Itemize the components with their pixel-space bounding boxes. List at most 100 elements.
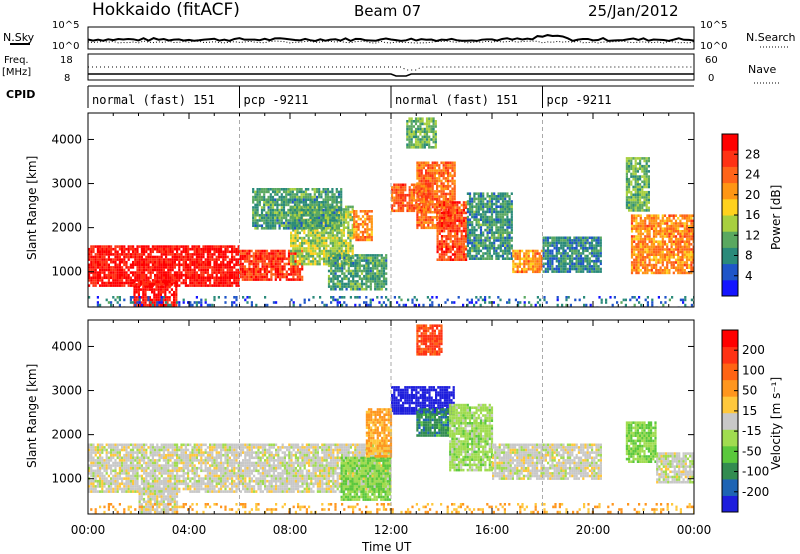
echo-cell (670, 261, 673, 264)
echo-cell (432, 140, 435, 144)
echo-cell (290, 262, 293, 266)
echo-cell (140, 273, 143, 277)
echo-cell (129, 255, 132, 259)
echo-cell (579, 254, 583, 258)
echo-cell (529, 267, 532, 271)
echo-cell (562, 267, 565, 271)
echo-cell (142, 288, 145, 291)
echo-cell (637, 245, 640, 249)
echo-cell (690, 269, 693, 272)
echo-cell (138, 258, 141, 261)
echo-cell (352, 285, 355, 288)
echo-cell (482, 223, 485, 227)
echo-cell (427, 171, 430, 175)
echo-cell (220, 253, 223, 256)
echo-cell (486, 215, 489, 219)
echo-cell (575, 252, 578, 255)
echo-cell (156, 271, 159, 274)
echo-cell (241, 262, 244, 266)
echo-cell (369, 280, 372, 283)
echo-cell (151, 281, 154, 285)
echo-cell (217, 250, 220, 254)
echo-cell (114, 263, 117, 267)
echo-cell (588, 257, 591, 260)
echo-cell (632, 209, 635, 212)
echo-cell (364, 238, 367, 242)
echo-cell (438, 169, 441, 172)
echo-cell (353, 215, 356, 218)
echo-cell (429, 187, 432, 191)
echo-cell (292, 273, 295, 276)
echo-cell (471, 208, 474, 211)
echo-cell (501, 228, 505, 232)
echo-cell (420, 205, 423, 209)
echo-cell (153, 301, 156, 304)
echo-cell (460, 229, 463, 233)
echo-cell (363, 269, 366, 273)
echo-cell (246, 273, 249, 276)
echo-cell (209, 245, 212, 248)
echo-cell (479, 249, 483, 253)
echo-cell (425, 192, 428, 196)
echo-cell (110, 266, 113, 269)
echo-cell (460, 214, 463, 217)
echo-cell (173, 298, 176, 302)
echo-cell (425, 208, 428, 211)
echo-cell (406, 130, 409, 133)
echo-cell (659, 219, 662, 223)
echo-cell (276, 260, 280, 263)
echo-cell (259, 260, 262, 263)
echo-cell (497, 252, 500, 255)
echo-cell (553, 236, 556, 240)
echo-cell (336, 274, 339, 278)
echo-cell (343, 282, 346, 286)
echo-cell (577, 262, 580, 266)
echo-cell (597, 244, 600, 247)
echo-cell (145, 276, 148, 280)
echo-cell (323, 260, 326, 263)
echo-cell (421, 140, 424, 144)
echo-cell (425, 213, 428, 217)
echo-cell (544, 244, 547, 247)
echo-cell (228, 266, 231, 269)
echo-cell (211, 255, 214, 259)
echo-cell (510, 226, 513, 229)
echo-cell (657, 224, 660, 228)
echo-cell (193, 276, 196, 280)
echo-cell (243, 252, 247, 255)
echo-cell (138, 271, 141, 274)
echo-cell (169, 271, 172, 274)
echo-cell (167, 263, 170, 267)
echo-cell (564, 267, 567, 271)
echo-cell (443, 224, 446, 228)
echo-cell (213, 263, 216, 267)
echo-cell (105, 253, 108, 256)
echo-cell (429, 179, 432, 183)
echo-cell (101, 276, 104, 280)
echo-cell (118, 284, 121, 287)
echo-cell (162, 258, 165, 261)
echo-cell (430, 127, 433, 131)
echo-cell (145, 255, 148, 259)
echo-cell (167, 273, 170, 277)
echo-cell (252, 270, 255, 274)
echo-cell (630, 227, 634, 230)
echo-cell (231, 255, 234, 259)
echo-cell (145, 263, 148, 267)
echo-cell (88, 250, 91, 254)
echo-cell (198, 260, 201, 264)
echo-cell (103, 245, 106, 248)
echo-cell (123, 247, 126, 251)
echo-cell (495, 257, 498, 260)
echo-cell (663, 235, 667, 238)
echo-cell (451, 216, 454, 219)
echo-cell (425, 216, 428, 219)
echo-cell (176, 258, 179, 261)
echo-cell (490, 221, 494, 224)
echo-cell (456, 258, 459, 261)
echo-cell (354, 280, 357, 283)
echo-cell (151, 301, 154, 304)
echo-cell (644, 250, 647, 254)
echo-cell (454, 227, 457, 230)
echo-cell (354, 259, 357, 262)
